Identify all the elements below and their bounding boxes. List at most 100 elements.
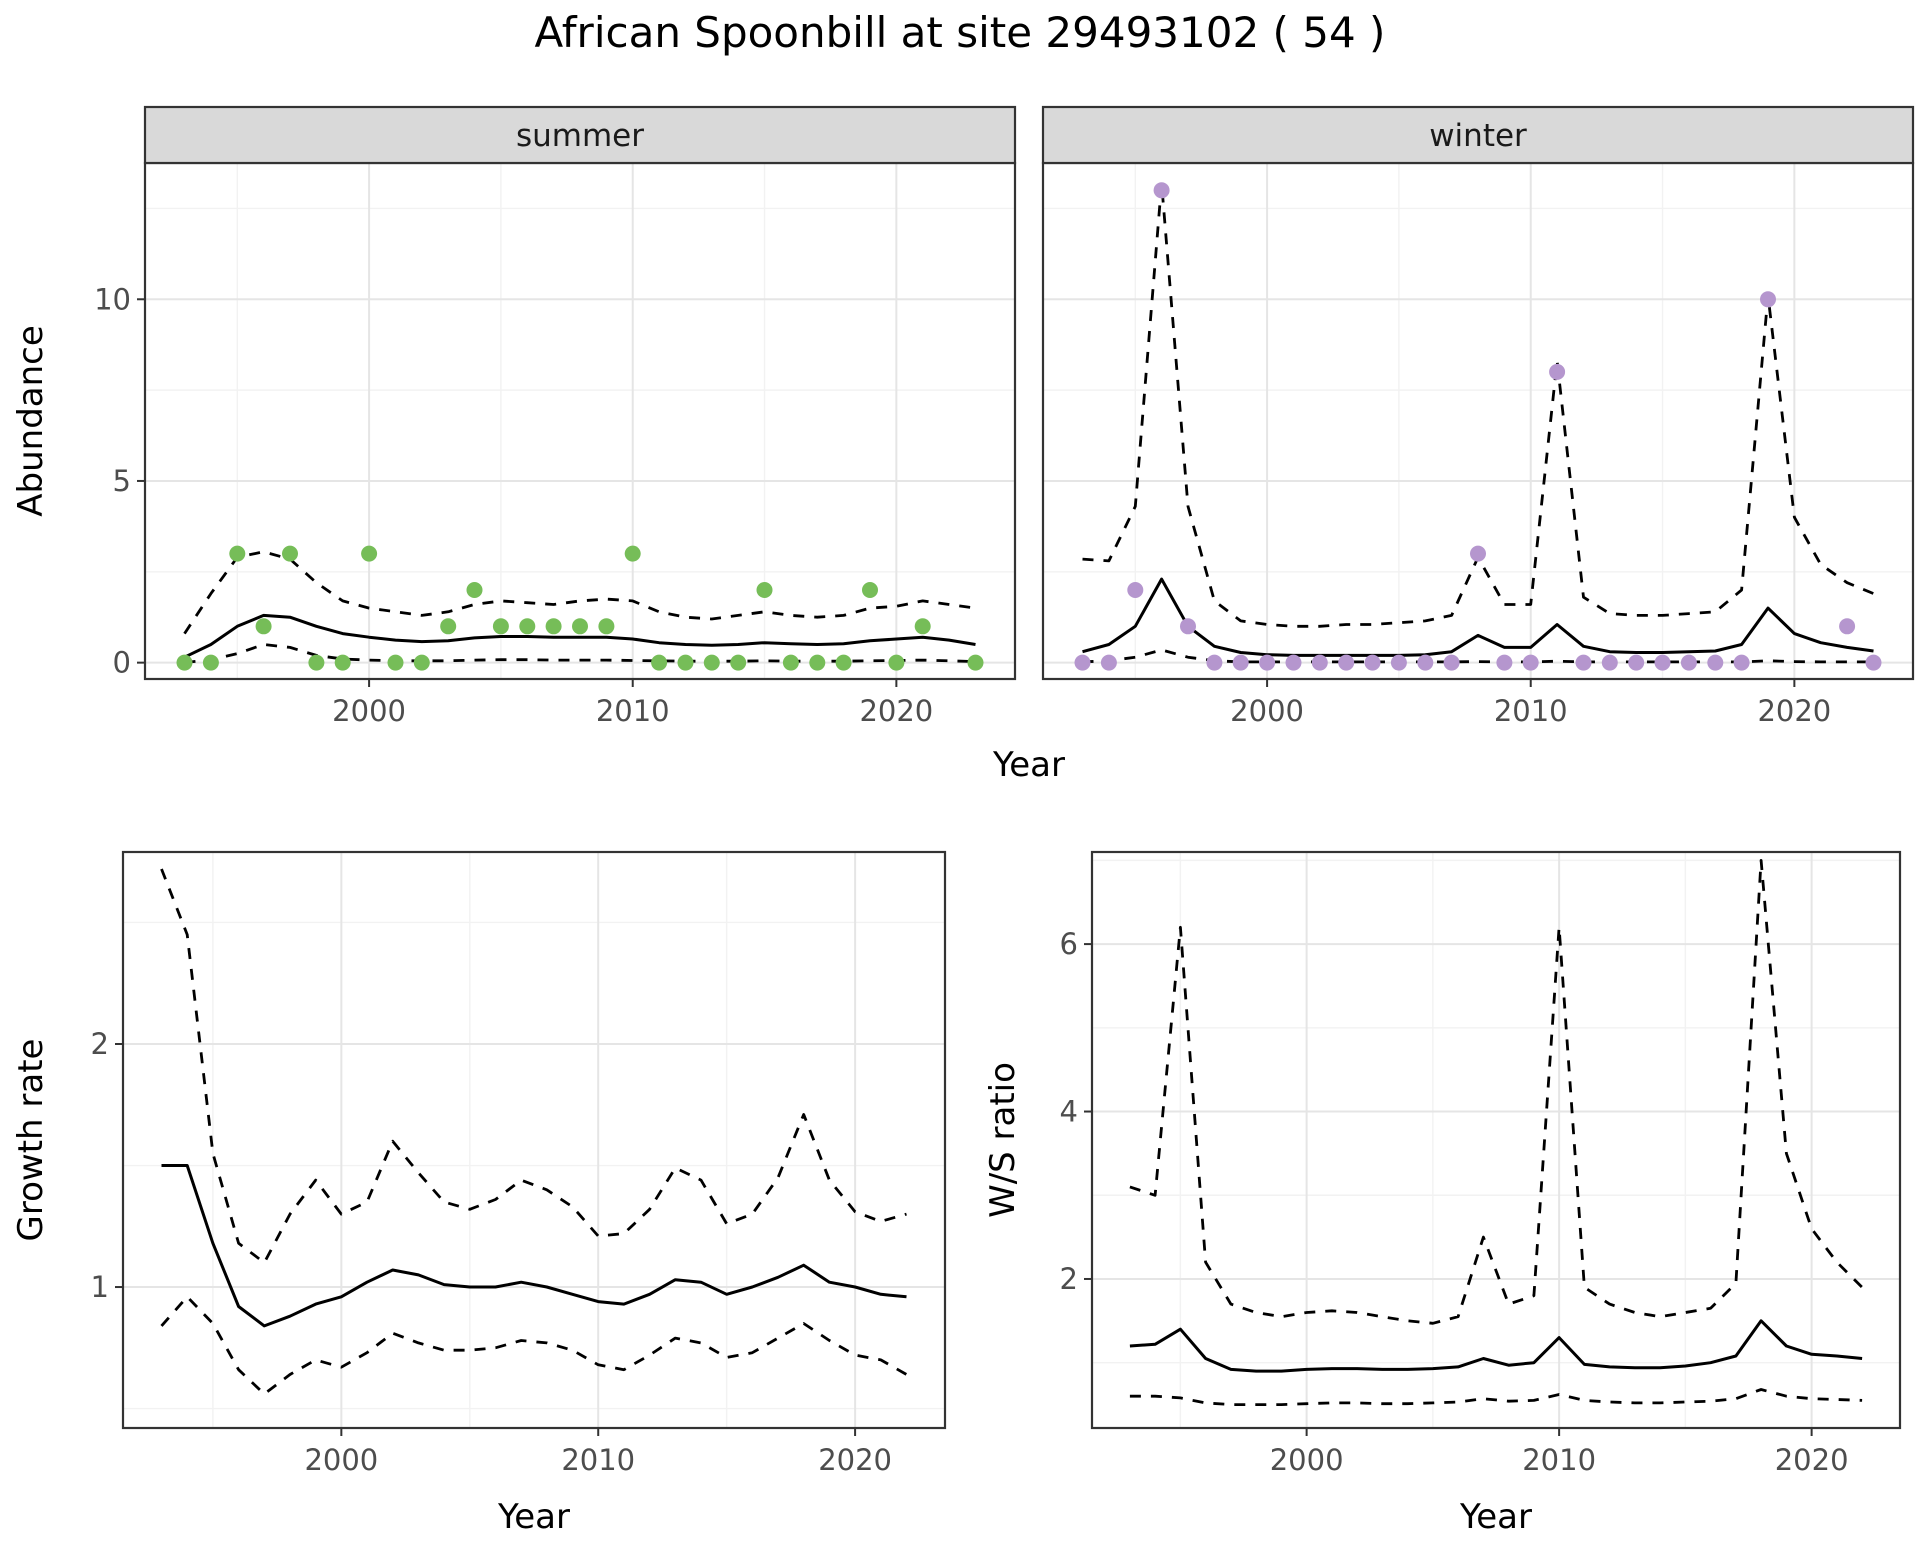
panel-ws-ratio: 2000 2010 2020 2 4 6 [1060, 850, 1902, 1477]
abundance-winter-points [1074, 182, 1882, 671]
panel-abundance-winter: 2000 2010 2020 winter [1041, 105, 1915, 728]
data-point [914, 618, 931, 635]
x-tick-label: 2000 [332, 694, 406, 728]
x-tick-label: 2010 [561, 1443, 635, 1477]
data-point [677, 654, 694, 671]
figure-title: African Spoonbill at site 29493102 ( 54 … [534, 8, 1386, 57]
data-point [308, 654, 325, 671]
data-point [1654, 654, 1671, 671]
data-point [1865, 654, 1882, 671]
facet-strip-label: winter [1429, 118, 1527, 154]
data-point [1100, 654, 1117, 671]
data-point [282, 545, 298, 562]
data-point [1232, 654, 1249, 671]
data-point [835, 654, 852, 671]
data-point [1575, 654, 1592, 671]
y-tick-label: 5 [113, 464, 131, 498]
facet-strip-label: summer [516, 118, 644, 154]
data-point [1470, 545, 1486, 562]
panel-background [145, 163, 1015, 679]
data-point [1628, 654, 1645, 671]
data-point [1180, 618, 1196, 635]
x-tick-label: 2020 [818, 1443, 892, 1477]
data-point [202, 654, 219, 671]
panel-background [1043, 163, 1913, 679]
x-tick-label: 2000 [1230, 694, 1304, 728]
abundance-summer-points [176, 545, 984, 671]
x-tick-label: 2010 [1494, 694, 1568, 728]
data-point [1390, 654, 1407, 671]
data-point [1206, 654, 1223, 671]
x-tick-label: 2010 [1522, 1443, 1596, 1477]
axis-title: Abundance [11, 325, 51, 517]
data-point [1311, 654, 1328, 671]
data-point [1338, 654, 1355, 671]
x-tick-label: 2010 [596, 694, 670, 728]
data-point [1259, 654, 1276, 671]
data-point [782, 654, 799, 671]
data-point [1285, 654, 1302, 671]
data-point [1522, 654, 1539, 671]
growth-rate-ci-upper-line [160, 868, 907, 1265]
x-tick-label: 2000 [1270, 1443, 1344, 1477]
data-point [334, 654, 351, 671]
abundance-summer-fit-line [183, 613, 976, 659]
axis-title: W/S ratio [983, 1062, 1023, 1218]
data-point [1601, 654, 1618, 671]
panel-background [1092, 852, 1900, 1428]
x-tick-label: 2000 [304, 1443, 378, 1477]
data-point [809, 654, 826, 671]
y-tick-label: 2 [1060, 1262, 1078, 1296]
data-point [1549, 363, 1566, 380]
data-point [387, 654, 404, 671]
data-point [1760, 291, 1776, 308]
ws-ratio-fit-line [1129, 1319, 1863, 1373]
y-tick-label: 4 [1060, 1095, 1078, 1129]
data-point [176, 654, 193, 671]
data-point [545, 618, 562, 635]
facet-strip [143, 105, 1017, 165]
data-point [492, 618, 509, 635]
data-point [1364, 654, 1381, 671]
data-point [624, 545, 641, 562]
data-point [967, 654, 984, 671]
axis-title: Year [497, 1497, 570, 1537]
data-point [1839, 618, 1856, 635]
panel-growth-rate: 2000 2010 2020 1 2 [91, 850, 947, 1477]
data-point [703, 654, 720, 671]
data-point [1074, 654, 1091, 671]
data-point [1153, 182, 1170, 199]
data-point [229, 545, 246, 562]
data-point [756, 582, 773, 598]
y-tick-label: 0 [113, 646, 131, 680]
data-point [862, 582, 878, 598]
abundance-summer-ci-upper-line [183, 550, 976, 635]
facet-strip [1041, 105, 1915, 165]
data-point [519, 618, 536, 635]
y-tick-label: 6 [1060, 927, 1078, 961]
data-point [598, 618, 615, 635]
axis-title: Year [1459, 1497, 1532, 1537]
axis-title: Year [992, 745, 1065, 785]
data-point [572, 618, 588, 635]
x-tick-label: 2020 [1775, 1443, 1849, 1477]
growth-rate-ci-lower-line [160, 1295, 908, 1396]
data-point [413, 654, 430, 671]
panel-border [121, 850, 947, 1430]
panel-background [123, 852, 945, 1428]
x-tick-label: 2020 [1757, 694, 1831, 728]
data-point [651, 654, 668, 671]
y-tick-label: 1 [91, 1270, 109, 1304]
data-point [1127, 582, 1144, 598]
data-point [1417, 654, 1434, 671]
ws-ratio-ci-lower-line [1129, 1388, 1863, 1406]
panel-abundance-summer: 2000 2010 2020 0 5 10 summer [94, 105, 1017, 728]
axis-title: Growth rate [11, 1039, 51, 1242]
ws-ratio-ci-upper-line [1129, 859, 1864, 1325]
data-point [1443, 654, 1460, 671]
data-point [1496, 654, 1513, 671]
data-point [1733, 654, 1750, 671]
data-point [730, 654, 747, 671]
panel-border [1090, 850, 1902, 1430]
